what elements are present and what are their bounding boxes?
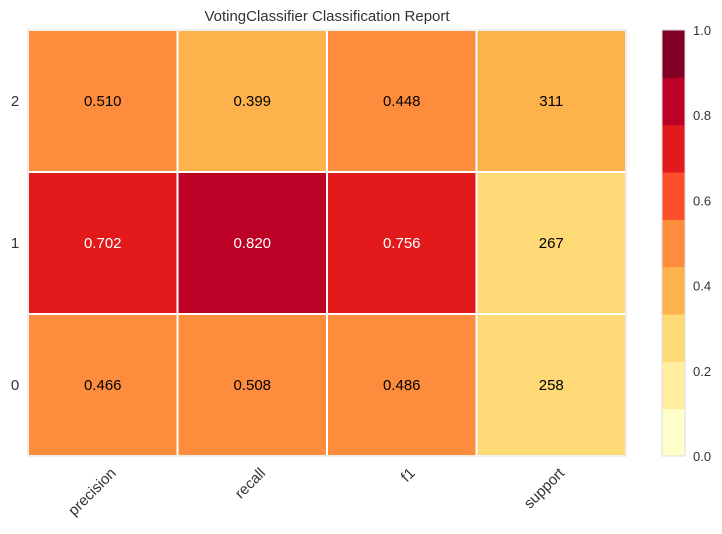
heatmap-cell: [176, 29, 328, 173]
colorbar-frame: [661, 29, 686, 457]
y-tick-label: 2: [11, 93, 19, 110]
y-tick-label: 1: [11, 235, 19, 252]
x-tick-label: support: [521, 464, 569, 512]
colorbar-tick-label: 0.8: [693, 108, 711, 123]
cell-value-label: 0.510: [84, 93, 122, 110]
x-tick-label: precision: [65, 465, 119, 519]
colorbar-segment: [662, 30, 685, 78]
heatmap-cell: [475, 29, 627, 173]
colorbar-segment: [662, 408, 685, 457]
cell-value-label: 258: [539, 377, 564, 394]
colorbar-segment: [662, 77, 685, 126]
cell-value-label: 311: [539, 93, 563, 110]
colorbar-segment: [662, 124, 685, 173]
colorbar-segment: [662, 361, 685, 410]
colorbar-tick-label: 0.0: [693, 449, 711, 464]
heatmap-cell: [176, 171, 328, 315]
colorbar-segment: [662, 219, 685, 268]
heatmap-cell: [475, 171, 627, 315]
heatmap-cell: [475, 313, 627, 457]
cell-value-label: 0.702: [84, 235, 122, 252]
y-tick-labels: 2 1 0: [11, 93, 19, 394]
x-tick-labels: precision recall f1 support: [65, 464, 569, 519]
colorbar-tick-label: 0.2: [693, 364, 711, 379]
heatmap-cell: [27, 29, 179, 173]
x-tick-label: f1: [398, 465, 419, 486]
cell-value-label: 0.399: [233, 93, 271, 110]
colorbar-tick-label: 0.4: [693, 279, 711, 294]
cell-value-label: 267: [539, 235, 564, 252]
colorbar: 0.0 0.2 0.4 0.6 0.8 1.0: [661, 23, 711, 464]
cell-value-label: 0.486: [383, 377, 421, 394]
cell-value-label: 0.820: [233, 235, 271, 252]
colorbar-tick-label: 1.0: [693, 23, 711, 38]
chart-title: VotingClassifier Classification Report: [204, 8, 450, 25]
cell-value-label: 0.508: [233, 377, 271, 394]
cell-value-label: 0.466: [84, 377, 122, 394]
heatmap-cell: [176, 313, 328, 457]
heatmap-cell-labels: 0.510 0.399 0.448 311 0.702 0.820 0.756 267 0.46…: [84, 93, 564, 394]
x-tick-label: recall: [232, 465, 269, 502]
y-tick-label: 0: [11, 377, 19, 394]
colorbar-segment: [662, 172, 685, 220]
colorbar-tick-label: 0.6: [693, 193, 711, 208]
colorbar-segment: [662, 266, 685, 315]
heatmap-cells: [27, 29, 627, 457]
cell-value-label: 0.448: [383, 93, 421, 110]
colorbar-segment: [662, 314, 685, 362]
cell-value-label: 0.756: [383, 235, 421, 252]
plot-frame: [27, 29, 627, 457]
heatmap-cell: [27, 171, 179, 315]
